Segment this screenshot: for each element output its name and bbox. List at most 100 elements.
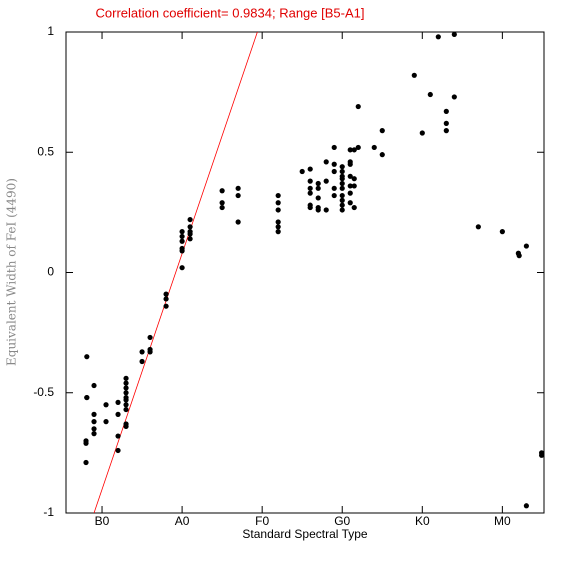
point [516,253,522,259]
point [187,216,193,223]
point [123,397,129,403]
point [427,91,433,98]
x-tick-label: F0 [255,514,269,528]
point [443,108,449,114]
point [331,168,337,175]
point [339,164,345,170]
point [347,173,353,179]
point [323,178,329,184]
point [235,192,241,199]
x-tick-label: M0 [494,514,511,528]
y-axis-label: Equivalent Width of FeI (4490) [5,178,19,366]
point [451,32,457,38]
point [307,178,313,184]
point [307,190,313,196]
point [275,207,281,213]
point [84,354,90,360]
point [187,236,193,242]
fit-line [93,32,258,513]
point [419,130,425,136]
point [275,192,281,199]
y-tick-label: -1 [43,505,54,519]
point [275,224,281,230]
point [123,385,129,391]
point [339,197,345,203]
point [443,120,449,126]
point [123,402,129,408]
point [299,168,305,175]
point [435,34,441,40]
point [235,219,241,225]
x-tick-label: K0 [415,514,430,528]
point [123,423,129,430]
point [315,180,321,187]
point [91,426,97,432]
point [523,243,529,249]
point [179,238,185,244]
point [91,431,97,437]
point [443,128,449,134]
point [275,229,281,235]
point [339,192,345,199]
point [179,248,185,254]
point [331,161,337,167]
point [351,176,357,182]
point [123,390,129,396]
point [84,394,90,401]
point [347,190,353,196]
point [235,185,241,191]
point [351,183,357,189]
point [307,185,313,191]
point [379,128,385,134]
point [411,72,417,78]
point [307,166,313,172]
chart-title: Correlation coefficient= 0.9834; Range [… [96,5,365,20]
point [475,224,481,230]
point [315,207,321,213]
point [323,159,329,165]
y-tick-label: -0.5 [33,385,54,399]
point [179,233,185,240]
point [219,204,225,211]
point [323,207,329,213]
point [499,229,505,235]
y-tick-label: 1 [47,24,54,38]
point [91,419,97,425]
point [103,419,109,425]
point [339,176,345,182]
point [379,152,385,158]
point [219,200,225,206]
point [163,303,169,309]
point [115,411,121,417]
y-tick-label: 0.5 [37,144,54,158]
point [347,200,353,206]
x-axis-label: Standard Spectral Type [242,527,368,541]
point [347,161,353,167]
point [315,185,321,191]
point [83,459,89,466]
point [187,231,193,237]
x-tick-label: B0 [95,514,110,528]
point [351,147,357,153]
x-tick-label: G0 [334,514,350,528]
point [139,349,145,355]
y-tick-label: 0 [47,265,54,279]
point [83,440,89,446]
x-tick-label: A0 [175,514,190,528]
point [179,229,185,235]
point [147,349,153,355]
point [351,204,357,211]
point [451,94,457,100]
point [275,219,281,225]
point [139,358,145,365]
point [538,452,544,458]
point [123,406,129,413]
point [339,207,345,213]
point [179,265,185,271]
point [115,399,121,405]
point [91,411,97,417]
point [275,200,281,206]
